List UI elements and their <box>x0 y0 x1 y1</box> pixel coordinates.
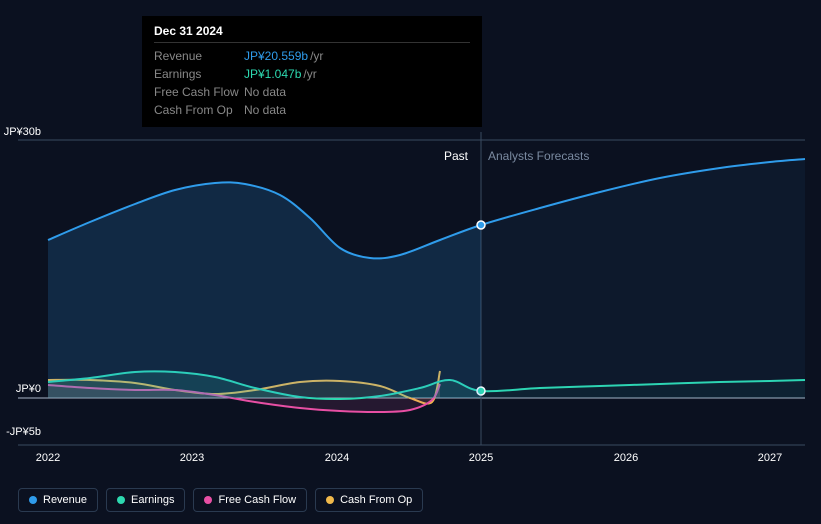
tooltip-row: RevenueJP¥20.559b/yr <box>154 47 470 65</box>
tooltip-value: No data <box>244 85 286 99</box>
legend-label: Earnings <box>131 494 174 506</box>
legend-label: Free Cash Flow <box>218 494 296 506</box>
tooltip-value: JP¥20.559b <box>244 49 308 63</box>
x-axis-label: 2024 <box>325 452 349 464</box>
legend-item-free_cash_flow[interactable]: Free Cash Flow <box>193 488 307 512</box>
tooltip-value: No data <box>244 103 286 117</box>
past-section-label: Past <box>444 149 468 163</box>
tooltip-date: Dec 31 2024 <box>154 24 470 38</box>
tooltip-row: Free Cash FlowNo data <box>154 83 470 101</box>
forecast-section-label: Analysts Forecasts <box>488 149 589 163</box>
legend-label: Cash From Op <box>340 494 412 506</box>
x-axis-label: 2026 <box>614 452 638 464</box>
legend-dot-icon <box>204 496 212 504</box>
y-axis-label: JP¥30b <box>0 126 41 138</box>
legend-dot-icon <box>326 496 334 504</box>
chart-tooltip: Dec 31 2024 RevenueJP¥20.559b/yrEarnings… <box>142 16 482 127</box>
legend-item-earnings[interactable]: Earnings <box>106 488 185 512</box>
x-axis-label: 2025 <box>469 452 493 464</box>
x-axis-label: 2023 <box>180 452 204 464</box>
tooltip-suffix: /yr <box>310 49 323 63</box>
chart-legend: Revenue Earnings Free Cash Flow Cash From O… <box>18 488 423 512</box>
tooltip-row: Cash From OpNo data <box>154 101 470 119</box>
tooltip-value: JP¥1.047b <box>244 67 301 81</box>
legend-label: Revenue <box>43 494 87 506</box>
x-axis-label: 2027 <box>758 452 782 464</box>
tooltip-label: Earnings <box>154 67 244 81</box>
y-axis-label: -JP¥5b <box>0 426 41 438</box>
tooltip-label: Free Cash Flow <box>154 85 244 99</box>
y-axis-label: JP¥0 <box>0 383 41 395</box>
legend-dot-icon <box>29 496 37 504</box>
legend-item-cash_from_op[interactable]: Cash From Op <box>315 488 423 512</box>
tooltip-divider <box>154 42 470 43</box>
x-axis-label: 2022 <box>36 452 60 464</box>
tooltip-label: Revenue <box>154 49 244 63</box>
tooltip-suffix: /yr <box>303 67 316 81</box>
revenue-marker <box>477 221 485 229</box>
legend-item-revenue[interactable]: Revenue <box>18 488 98 512</box>
tooltip-row: EarningsJP¥1.047b/yr <box>154 65 470 83</box>
tooltip-label: Cash From Op <box>154 103 244 117</box>
legend-dot-icon <box>117 496 125 504</box>
